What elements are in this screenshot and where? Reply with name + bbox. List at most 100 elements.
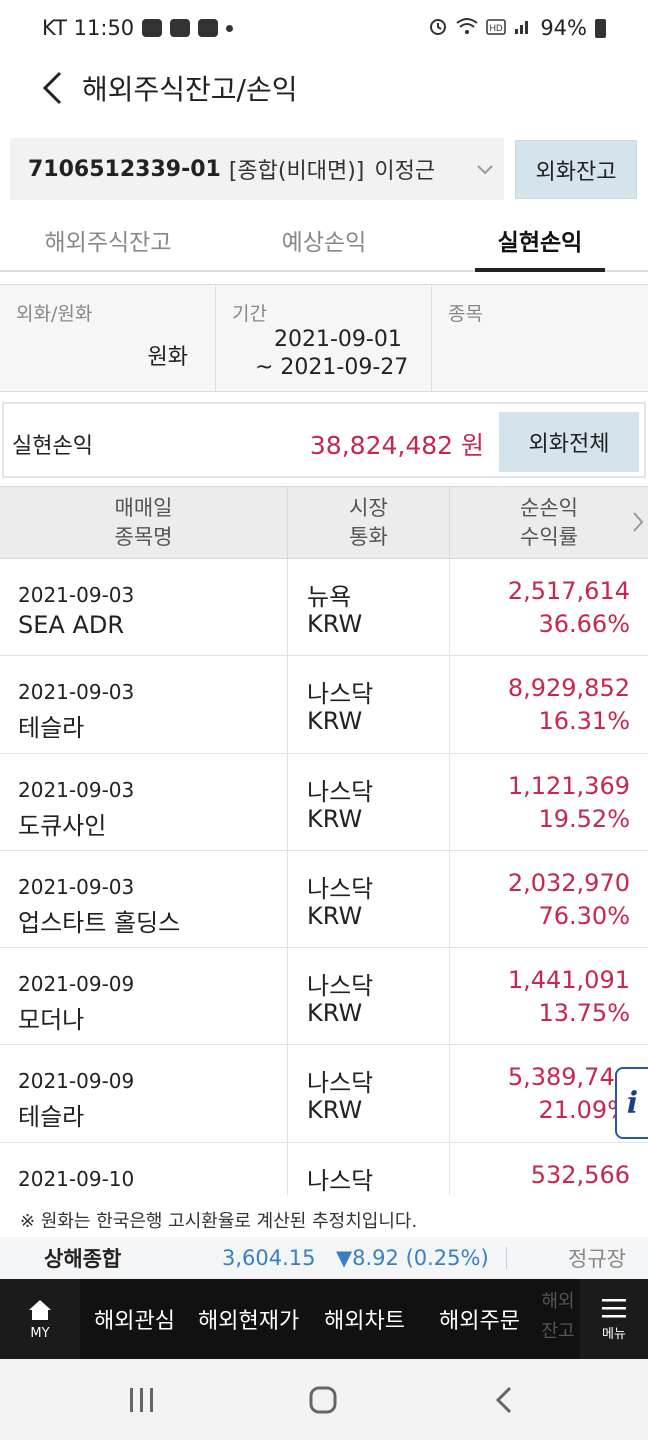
nav-overseas-chart[interactable]: 해외차트	[324, 1309, 405, 1334]
profit-cell: 1,441,091 13.75%	[450, 948, 648, 1044]
profit-cell: 1,121,369 19.52%	[450, 754, 648, 850]
column-header-date-name: 매매일 종목명	[0, 487, 288, 558]
market: 나스닥	[307, 874, 374, 903]
status-bar: KT 11:50 HD 94%	[0, 0, 648, 56]
trade-date: 2021-09-03	[18, 777, 135, 802]
column-header-line2: 수익률	[520, 524, 578, 549]
svg-text:HD: HD	[490, 23, 503, 33]
carrier-time: KT 11:50	[42, 16, 135, 40]
period-filter-label: 기간	[232, 303, 267, 325]
signal-icon	[514, 16, 532, 40]
stock-name: SEA ADR	[18, 611, 125, 639]
table-row[interactable]: 2021-09-03 SEA ADR 뉴욕 KRW 2,517,614 36.6…	[0, 559, 648, 657]
stock-name: 도큐사인	[18, 811, 107, 840]
account-type: [종합(비대면)]	[228, 159, 365, 184]
page-title: 해외주식잔고/손익	[82, 73, 298, 106]
nav-overseas-balance-partial[interactable]: 해외잔고	[541, 1291, 575, 1342]
market: 뉴욕	[307, 583, 352, 611]
nav-menu[interactable]: 메뉴	[580, 1279, 648, 1359]
stock-name: 업스타트 홀딩스	[18, 908, 181, 937]
battery-level: 94%	[540, 16, 587, 40]
profit-cell: 2,517,614 36.66%	[450, 559, 648, 655]
home-button-icon[interactable]	[308, 1385, 338, 1419]
date-name-cell: 2021-09-09 테슬라	[0, 1045, 288, 1142]
back-button-icon[interactable]	[494, 1385, 514, 1419]
profit-cell: 532,566	[450, 1143, 648, 1195]
index-ticker[interactable]: 상해종합 3,604.15 ▼8.92 (0.25%) 정규장	[0, 1237, 648, 1279]
currency: KRW	[307, 610, 363, 638]
currency: KRW	[307, 999, 363, 1028]
currency: KRW	[307, 707, 363, 736]
market-currency-cell: 나스닥	[288, 1142, 450, 1195]
date-name-cell: 2021-09-09 모더나	[0, 948, 288, 1045]
nav-overseas-quote[interactable]: 해외현재가	[198, 1309, 300, 1334]
info-button[interactable]: i	[615, 1067, 648, 1139]
app-notification-icon	[198, 19, 219, 37]
chevron-down-icon	[476, 157, 494, 187]
tab-overseas-balance[interactable]: 해외주식잔고	[44, 230, 172, 256]
table-row[interactable]: 2021-09-09 테슬라 나스닥 KRW 5,389,744 21.09%	[0, 1045, 648, 1143]
stock-name: 모더나	[18, 1006, 85, 1035]
stock-filter-label: 종목	[448, 303, 483, 325]
tab-expected-profit[interactable]: 예상손익	[281, 230, 367, 256]
currency-filter[interactable]: 외화/원화 원화	[0, 285, 216, 391]
column-header-line2: 종목명	[114, 524, 173, 549]
trade-date: 2021-09-03	[18, 680, 135, 705]
market: 나스닥	[307, 777, 374, 806]
gallery-icon	[170, 19, 191, 37]
table-header: 매매일 종목명 시장 통화 순손익 수익률	[0, 486, 648, 559]
column-header-profit-rate: 순손익 수익률	[450, 487, 648, 558]
trade-date: 2021-09-09	[18, 1069, 135, 1094]
stock-filter[interactable]: 종목	[432, 285, 648, 391]
stock-name: 테슬라	[18, 714, 85, 743]
column-header-line2: 통화	[349, 524, 388, 549]
kakaotalk-icon	[142, 19, 163, 37]
account-row: 7106512339-01 [종합(비대면)] 이정근 외화잔고	[10, 138, 638, 200]
wifi-icon	[456, 16, 478, 40]
net-profit: 1,121,369	[507, 771, 630, 800]
ticker-divider	[506, 1247, 507, 1269]
table-row[interactable]: 2021-09-03 테슬라 나스닥 KRW 8,929,852 16.31%	[0, 656, 648, 754]
fx-all-button[interactable]: 외화전체	[499, 412, 639, 472]
market-currency-cell: 나스닥 KRW	[288, 948, 450, 1045]
nav-my[interactable]: MY	[0, 1279, 80, 1359]
currency-filter-value: 원화	[147, 345, 188, 370]
nav-overseas-order[interactable]: 해외주문	[439, 1309, 520, 1334]
table-row[interactable]: 2021-09-09 모더나 나스닥 KRW 1,441,091 13.75%	[0, 948, 648, 1046]
market: 나스닥	[307, 680, 374, 709]
table-row[interactable]: 2021-09-03 도큐사인 나스닥 KRW 1,121,369 19.52%	[0, 753, 648, 851]
period-to: ~ 2021-09-27	[255, 355, 409, 380]
table-row[interactable]: 2021-09-10 나스닥 532,566	[0, 1142, 648, 1195]
tab-bar: 해외주식잔고 예상손익 실현손익	[0, 210, 648, 272]
period-filter[interactable]: 기간 2021-09-01 ~ 2021-09-27	[216, 285, 432, 391]
return-rate: 36.66%	[538, 610, 630, 638]
back-arrow-icon[interactable]	[22, 58, 82, 118]
table-row[interactable]: 2021-09-03 업스타트 홀딩스 나스닥 KRW 2,032,970 76…	[0, 850, 648, 949]
trade-list[interactable]: 2021-09-03 SEA ADR 뉴욕 KRW 2,517,614 36.6…	[0, 559, 648, 1195]
bottom-nav: MY 해외관심 해외현재가 해외차트 해외주문 해외잔고 메뉴	[0, 1279, 648, 1359]
summary-value: 38,824,482 원	[309, 431, 484, 460]
currency: KRW	[307, 1096, 363, 1125]
net-profit: 2,032,970	[507, 868, 630, 897]
account-selector[interactable]: 7106512339-01 [종합(비대면)] 이정근	[10, 138, 504, 200]
nav-overseas-watchlist[interactable]: 해외관심	[94, 1309, 175, 1334]
column-header-market-currency: 시장 통화	[288, 487, 450, 558]
date-name-cell: 2021-09-03 테슬라	[0, 656, 288, 753]
market: 나스닥	[307, 972, 374, 1001]
date-name-cell: 2021-09-03 도큐사인	[0, 753, 288, 850]
market-currency-cell: 나스닥 KRW	[288, 753, 450, 850]
chevron-right-icon[interactable]	[632, 511, 644, 541]
stock-name: 테슬라	[18, 1103, 85, 1132]
ticker-index-change: ▼8.92 (0.25%)	[336, 1246, 489, 1270]
column-header-line1: 매매일	[114, 495, 173, 520]
market: 나스닥	[307, 1069, 374, 1098]
fx-balance-button[interactable]: 외화잔고	[515, 140, 637, 199]
recent-apps-icon[interactable]	[128, 1387, 156, 1417]
market-currency-cell: 나스닥 KRW	[288, 1045, 450, 1142]
home-icon	[27, 1298, 53, 1326]
net-profit: 8,929,852	[507, 674, 630, 703]
trade-date: 2021-09-03	[18, 583, 135, 607]
date-name-cell: 2021-09-03 SEA ADR	[0, 559, 288, 656]
tab-realized-profit[interactable]: 실현손익	[432, 210, 648, 272]
trade-date: 2021-09-09	[18, 972, 135, 997]
